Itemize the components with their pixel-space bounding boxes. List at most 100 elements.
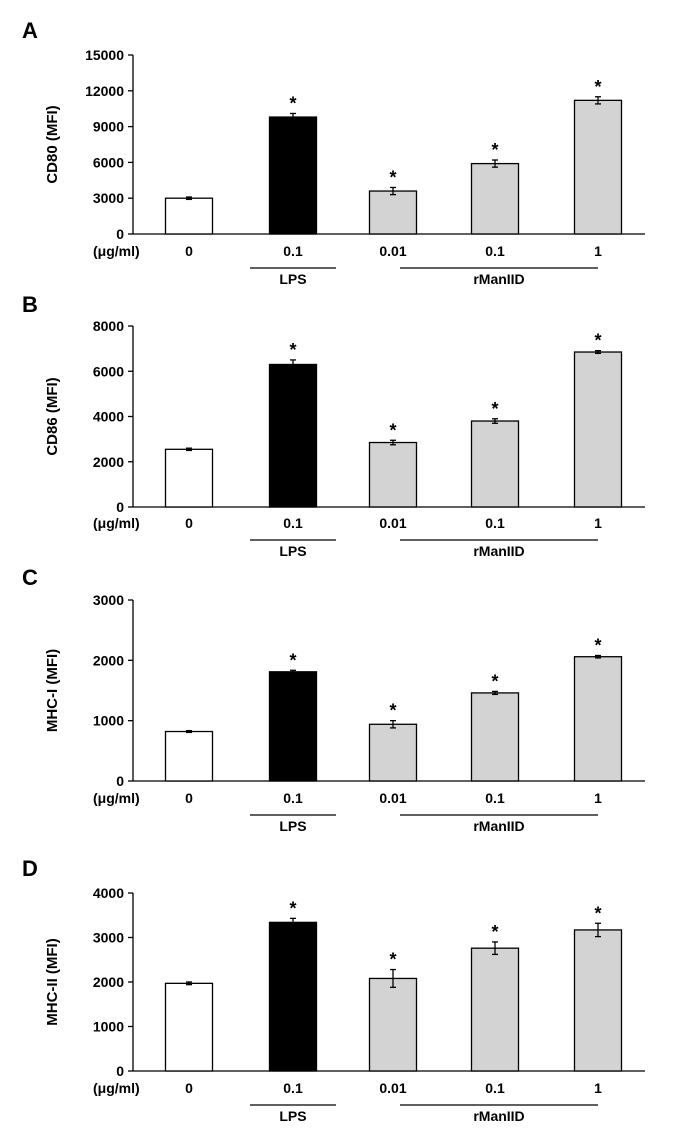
y-axis-label: CD86 (MFI)	[44, 377, 61, 455]
significance-star: *	[389, 167, 396, 187]
y-axis-label: MHC-II (MFI)	[44, 938, 61, 1025]
y-tick-label: 8000	[93, 318, 124, 334]
significance-star: *	[491, 140, 498, 160]
bar	[470, 692, 520, 782]
x-category-label: 0.1	[485, 790, 505, 806]
bar	[368, 190, 418, 235]
x-category-label: 0.1	[283, 1080, 303, 1096]
bar	[164, 982, 214, 1072]
y-tick-label: 4000	[93, 885, 124, 901]
group-label: rManIID	[473, 818, 524, 834]
significance-star: *	[389, 420, 396, 440]
x-category-label: 0.01	[379, 243, 406, 259]
y-tick-label: 3000	[93, 592, 124, 608]
bar	[268, 671, 318, 782]
x-category-label: 1	[594, 243, 602, 259]
significance-star: *	[594, 903, 601, 923]
panel-c: C MHC-I (MFI) 0 1000 2000 3000 0 * 0.1 * 0.01 * 0.1 *…	[22, 565, 645, 834]
panel-letter: A	[22, 18, 38, 43]
bar	[573, 656, 623, 782]
x-category-label: 0	[185, 243, 193, 259]
x-category-label: 0.1	[283, 515, 303, 531]
group-label: rManIID	[473, 543, 524, 559]
y-tick-label: 6000	[93, 363, 124, 379]
significance-star: *	[491, 671, 498, 691]
bar	[164, 197, 214, 235]
y-axis-label: MHC-I (MFI)	[44, 649, 61, 732]
y-tick-label: 0	[116, 1063, 124, 1079]
significance-star: *	[594, 636, 601, 656]
group-label: LPS	[279, 271, 306, 287]
panel-letter: B	[22, 292, 38, 317]
x-category-label: 0.1	[283, 243, 303, 259]
y-tick-label: 9000	[93, 119, 124, 135]
unit-label: (μg/ml)	[93, 1080, 140, 1096]
bar	[573, 99, 623, 235]
x-category-label: 0	[185, 1080, 193, 1096]
significance-star: *	[289, 898, 296, 918]
x-category-label: 1	[594, 1080, 602, 1096]
group-label: rManIID	[473, 271, 524, 287]
bar	[268, 921, 318, 1072]
unit-label: (μg/ml)	[93, 243, 140, 259]
y-tick-label: 15000	[85, 47, 124, 63]
bar	[268, 363, 318, 508]
panel-d: D MHC-II (MFI) 0 1000 2000 3000 4000 0 * 0.1 * 0.01…	[22, 856, 645, 1124]
y-tick-label: 2000	[93, 454, 124, 470]
significance-star: *	[389, 701, 396, 721]
bar	[268, 116, 318, 235]
bar	[470, 420, 520, 508]
panel-b: B CD86 (MFI) 0 2000 4000 6000 8000 0 * 0.1 * 0.01 * 0…	[22, 292, 645, 559]
significance-star: *	[289, 650, 296, 670]
x-category-label: 0	[185, 515, 193, 531]
y-tick-label: 3000	[93, 930, 124, 946]
panel-a: A CD80 (MFI) 0 3000 6000 9000 12000 15000 0 * 0.1 *…	[22, 18, 645, 287]
unit-label: (μg/ml)	[93, 515, 140, 531]
significance-star: *	[491, 922, 498, 942]
x-category-label: 1	[594, 515, 602, 531]
y-tick-label: 12000	[85, 83, 124, 99]
bar	[573, 351, 623, 508]
group-label: LPS	[279, 818, 306, 834]
x-category-label: 0.1	[485, 1080, 505, 1096]
significance-star: *	[389, 950, 396, 970]
y-tick-label: 1000	[93, 1019, 124, 1035]
group-label: LPS	[279, 543, 306, 559]
y-tick-label: 1000	[93, 713, 124, 729]
y-tick-label: 0	[116, 499, 124, 515]
bar	[368, 441, 418, 508]
significance-star: *	[491, 399, 498, 419]
bar	[470, 947, 520, 1072]
y-tick-label: 4000	[93, 409, 124, 425]
y-axis-label: CD80 (MFI)	[44, 105, 61, 183]
x-category-label: 0.1	[283, 790, 303, 806]
x-category-label: 0.01	[379, 1080, 406, 1096]
x-category-label: 0.1	[485, 243, 505, 259]
bar	[164, 730, 214, 782]
significance-star: *	[594, 77, 601, 97]
bar	[573, 929, 623, 1072]
bar	[368, 723, 418, 782]
y-tick-label: 0	[116, 226, 124, 242]
group-label: LPS	[279, 1108, 306, 1124]
bar	[164, 448, 214, 508]
x-category-label: 0.01	[379, 515, 406, 531]
bar	[470, 162, 520, 235]
significance-star: *	[289, 340, 296, 360]
y-tick-label: 0	[116, 773, 124, 789]
unit-label: (μg/ml)	[93, 790, 140, 806]
significance-star: *	[594, 331, 601, 351]
x-category-label: 1	[594, 790, 602, 806]
x-category-label: 0.1	[485, 515, 505, 531]
panel-letter: D	[22, 856, 38, 881]
y-tick-label: 2000	[93, 974, 124, 990]
group-label: rManIID	[473, 1108, 524, 1124]
y-tick-label: 2000	[93, 652, 124, 668]
y-tick-label: 6000	[93, 154, 124, 170]
x-category-label: 0	[185, 790, 193, 806]
x-category-label: 0.01	[379, 790, 406, 806]
significance-star: *	[289, 93, 296, 113]
panel-letter: C	[22, 565, 38, 590]
bar	[368, 977, 418, 1072]
